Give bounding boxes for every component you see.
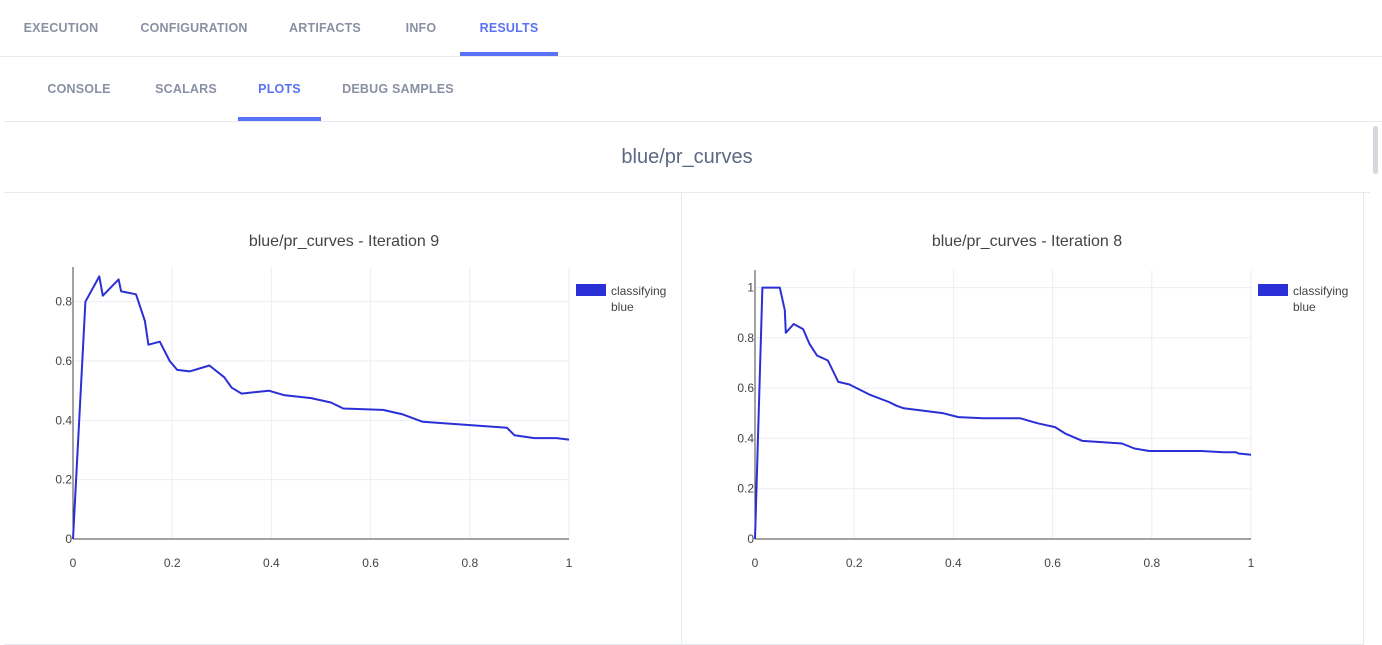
x-tick-label: 0.4 — [945, 556, 962, 570]
tab-info-label: INFO — [405, 21, 437, 35]
x-tick-label: 0 — [752, 556, 759, 570]
panel-right-border — [1363, 193, 1364, 645]
tab-plots[interactable]: PLOTS — [238, 57, 321, 121]
tab-results-label: RESULTS — [479, 21, 539, 35]
x-tick-label: 1 — [1248, 556, 1255, 570]
y-tick-label: 0.4 — [55, 413, 72, 427]
x-tick-label: 0 — [70, 556, 77, 570]
y-tick-label: 0.2 — [737, 482, 754, 496]
tab-execution[interactable]: EXECUTION — [14, 0, 108, 56]
tab-configuration-label: CONFIGURATION — [140, 21, 248, 35]
sub-tab-bar: CONSOLE SCALARS PLOTS DEBUG SAMPLES — [4, 57, 1382, 122]
tab-scalars-label: SCALARS — [155, 82, 217, 96]
legend-label[interactable]: classifying blue — [1293, 284, 1348, 314]
x-tick-label: 0.6 — [362, 556, 379, 570]
x-tick-label: 0.8 — [461, 556, 478, 570]
panel-divider — [681, 193, 682, 645]
chart-title: blue/pr_curves - Iteration 9 — [249, 233, 439, 250]
y-tick-label: 0.6 — [737, 381, 754, 395]
section-title: blue/pr_curves — [4, 122, 1370, 193]
series-line-classifying-blue[interactable] — [72, 275, 570, 540]
tab-execution-label: EXECUTION — [23, 21, 99, 35]
legend-swatch[interactable] — [576, 284, 606, 296]
x-tick-label: 1 — [566, 556, 573, 570]
tab-console[interactable]: CONSOLE — [40, 57, 118, 121]
y-tick-label: 0.6 — [55, 354, 72, 368]
tab-info[interactable]: INFO — [394, 0, 448, 56]
tab-results[interactable]: RESULTS — [460, 0, 558, 56]
chart-title: blue/pr_curves - Iteration 8 — [932, 233, 1122, 250]
tab-debug-samples-label: DEBUG SAMPLES — [342, 82, 454, 96]
tab-console-label: CONSOLE — [47, 82, 111, 96]
active-subtab-indicator — [238, 117, 321, 121]
tab-debug-samples[interactable]: DEBUG SAMPLES — [336, 57, 460, 121]
tab-artifacts[interactable]: ARTIFACTS — [280, 0, 370, 56]
pr-curve-chart-iteration-8: blue/pr_curves - Iteration 8 0 0.2 0.4 0.6 0.… — [737, 233, 1348, 570]
tab-configuration[interactable]: CONFIGURATION — [130, 0, 258, 56]
y-tick-label: 0.2 — [55, 473, 72, 487]
active-tab-indicator — [460, 52, 558, 56]
legend-label[interactable]: classifying blue — [611, 284, 666, 314]
tab-scalars[interactable]: SCALARS — [144, 57, 228, 121]
tab-artifacts-label: ARTIFACTS — [289, 21, 361, 35]
top-tab-bar: EXECUTION CONFIGURATION ARTIFACTS INFO R… — [0, 0, 1382, 57]
y-tick-label: 1 — [747, 281, 754, 295]
y-tick-label: 0 — [747, 532, 754, 546]
x-tick-label: 0.2 — [846, 556, 863, 570]
x-tick-label: 0.8 — [1143, 556, 1160, 570]
y-tick-label: 0.8 — [737, 331, 754, 345]
series-line-classifying-blue[interactable] — [754, 286, 1252, 540]
x-tick-label: 0.6 — [1044, 556, 1061, 570]
pr-curve-chart-iteration-9: blue/pr_curves - Iteration 9 0 0.2 0.4 0.6 0.… — [55, 233, 666, 570]
x-tick-label: 0.4 — [263, 556, 280, 570]
y-tick-label: 0 — [65, 532, 72, 546]
section-title-text: blue/pr_curves — [621, 145, 753, 168]
tab-plots-label: PLOTS — [258, 82, 301, 96]
x-tick-label: 0.2 — [164, 556, 181, 570]
scrollbar-thumb[interactable] — [1373, 126, 1378, 174]
y-tick-label: 0.4 — [737, 431, 754, 445]
y-tick-label: 0.8 — [55, 295, 72, 309]
legend-swatch[interactable] — [1258, 284, 1288, 296]
